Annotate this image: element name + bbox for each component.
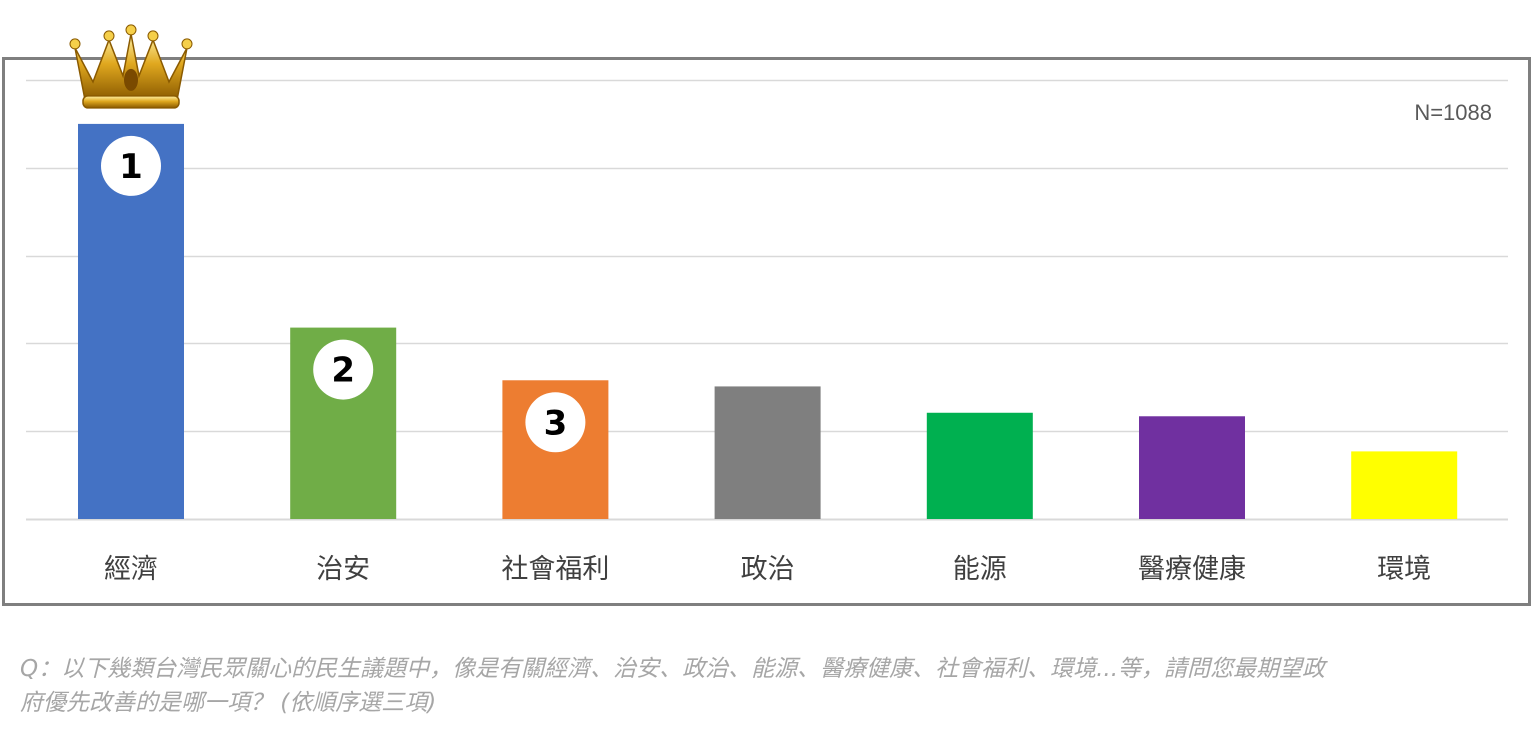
crown-icon [69,24,193,109]
crown-jewel [124,68,138,91]
bar-chart: 經濟 治安 社會福利 政治 能源 醫療健康 環境 1 2 3 N=1088 [26,24,1508,585]
gridlines [26,79,1508,521]
category-label: 經濟 [104,554,158,585]
category-label: 政治 [741,554,795,585]
rank-badge-circle [313,339,374,400]
rank-badge: 1 [101,135,161,196]
category-label: 環境 [1377,554,1431,585]
sample-size-label: N=1088 [1414,100,1492,125]
rank-badge-circle [101,135,161,196]
category-label: 能源 [953,554,1007,585]
crown-pearl [125,24,137,36]
category-label: 治安 [316,554,370,585]
rank-number: 3 [544,403,568,443]
bars [78,123,1458,520]
bar [926,412,1033,519]
crown-pearl [181,38,193,50]
crown-pearl [69,38,81,50]
question-text: Q：以下幾類台灣民眾關心的民生議題中，像是有關經濟、治安、政治、能源、醫療健康、… [20,656,1326,716]
category-label: 社會福利 [501,554,609,585]
rank-number: 1 [119,147,143,187]
bar [1351,451,1458,519]
crown-band [82,95,180,109]
category-label: 醫療健康 [1138,554,1246,585]
crown-pearl [147,30,159,42]
crown-pearl [103,30,115,42]
rank-number: 2 [331,351,355,391]
category-labels: 經濟 治安 社會福利 政治 能源 醫療健康 環境 [104,554,1431,585]
bar [714,386,821,519]
rank-badge: 2 [313,339,374,400]
bar [1139,416,1245,519]
rank-badge-circle [525,392,586,453]
rank-badge: 3 [525,392,586,453]
rank-badges: 1 2 3 [101,135,586,453]
